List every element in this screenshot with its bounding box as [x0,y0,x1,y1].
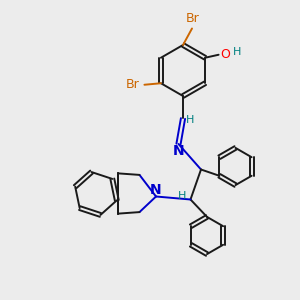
Text: N: N [173,144,184,158]
Text: O: O [220,48,230,61]
Text: Br: Br [186,12,200,25]
Text: H: H [232,47,241,57]
Text: N: N [149,183,161,197]
Text: H: H [178,191,186,201]
Text: H: H [186,115,195,125]
Text: Br: Br [126,78,140,91]
